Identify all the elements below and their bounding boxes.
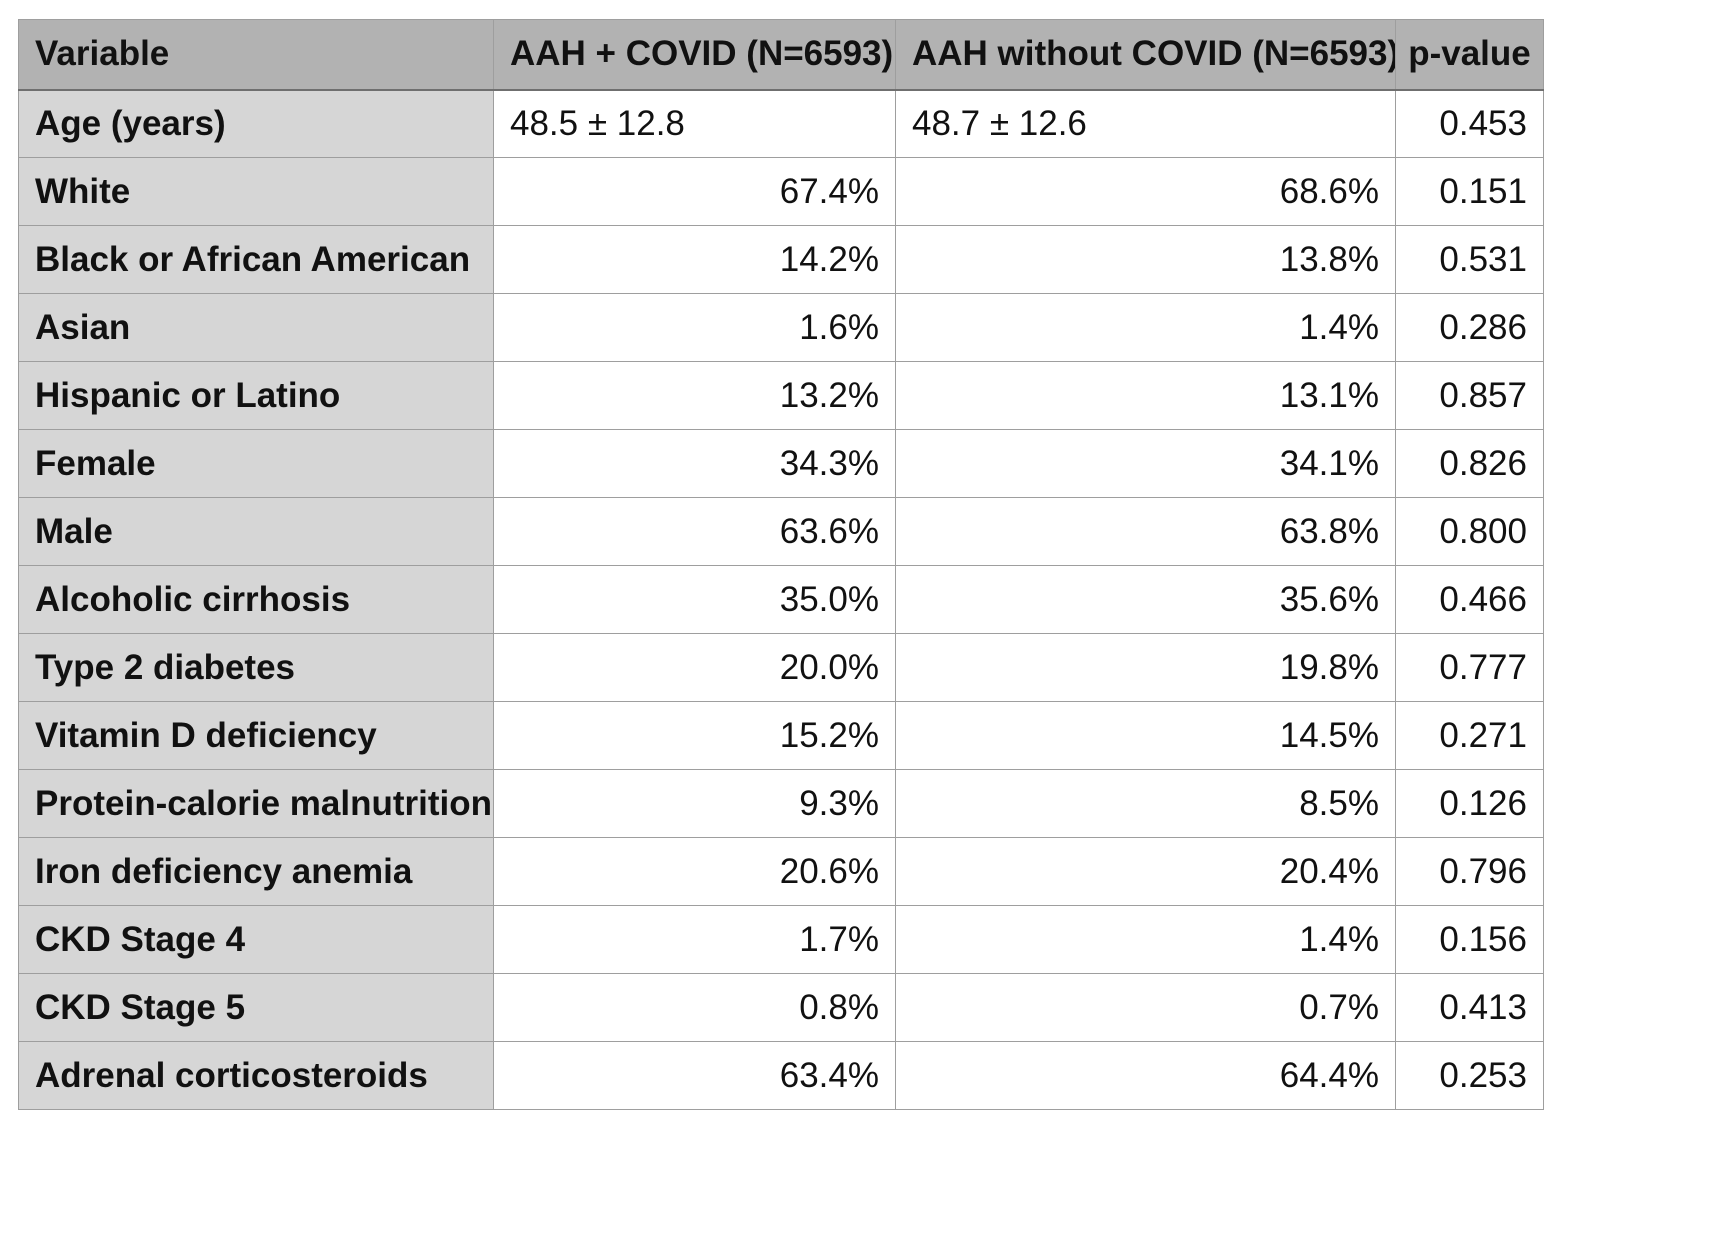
row-no-covid-value: 13.1%	[895, 361, 1396, 430]
row-no-covid-value: 68.6%	[895, 157, 1396, 226]
row-variable: Adrenal corticosteroids	[18, 1041, 494, 1110]
table-row: Type 2 diabetes 20.0% 19.8% 0.777	[18, 633, 1544, 702]
header-aah-without-covid: AAH without COVID (N=6593)	[895, 19, 1396, 91]
header-variable: Variable	[18, 19, 494, 91]
row-no-covid-value: 20.4%	[895, 837, 1396, 906]
row-covid-value: 20.0%	[493, 633, 896, 702]
row-no-covid-value: 8.5%	[895, 769, 1396, 838]
row-no-covid-value: 34.1%	[895, 429, 1396, 498]
row-covid-value: 67.4%	[493, 157, 896, 226]
row-variable: Male	[18, 497, 494, 566]
row-variable: Female	[18, 429, 494, 498]
table-row: Iron deficiency anemia 20.6% 20.4% 0.796	[18, 837, 1544, 906]
row-no-covid-value: 1.4%	[895, 905, 1396, 974]
row-p-value: 0.796	[1395, 837, 1544, 906]
row-p-value: 0.826	[1395, 429, 1544, 498]
row-covid-value: 15.2%	[493, 701, 896, 770]
header-aah-covid: AAH + COVID (N=6593)	[493, 19, 896, 91]
row-p-value: 0.857	[1395, 361, 1544, 430]
header-p-value: p-value	[1395, 19, 1544, 91]
row-p-value: 0.126	[1395, 769, 1544, 838]
row-variable: Age (years)	[18, 89, 494, 158]
table-header: Variable AAH + COVID (N=6593) AAH withou…	[18, 19, 1544, 91]
table-body: Age (years) 48.5 ± 12.8 48.7 ± 12.6 0.45…	[18, 89, 1544, 1110]
row-covid-value: 13.2%	[493, 361, 896, 430]
row-p-value: 0.453	[1395, 89, 1544, 158]
row-no-covid-value: 13.8%	[895, 225, 1396, 294]
row-variable: CKD Stage 5	[18, 973, 494, 1042]
row-variable: Hispanic or Latino	[18, 361, 494, 430]
table-row: CKD Stage 5 0.8% 0.7% 0.413	[18, 973, 1544, 1042]
row-variable: Alcoholic cirrhosis	[18, 565, 494, 634]
row-variable: Protein-calorie malnutrition	[18, 769, 494, 838]
row-covid-value: 63.4%	[493, 1041, 896, 1110]
row-variable: CKD Stage 4	[18, 905, 494, 974]
row-p-value: 0.800	[1395, 497, 1544, 566]
row-covid-value: 14.2%	[493, 225, 896, 294]
row-p-value: 0.531	[1395, 225, 1544, 294]
table-row: Asian 1.6% 1.4% 0.286	[18, 293, 1544, 362]
table-row: Male 63.6% 63.8% 0.800	[18, 497, 1544, 566]
table-row: Alcoholic cirrhosis 35.0% 35.6% 0.466	[18, 565, 1544, 634]
row-p-value: 0.253	[1395, 1041, 1544, 1110]
row-covid-value: 34.3%	[493, 429, 896, 498]
row-p-value: 0.777	[1395, 633, 1544, 702]
table-row: Vitamin D deficiency 15.2% 14.5% 0.271	[18, 701, 1544, 770]
row-variable: Asian	[18, 293, 494, 362]
table-row: Black or African American 14.2% 13.8% 0.…	[18, 225, 1544, 294]
row-no-covid-value: 0.7%	[895, 973, 1396, 1042]
row-p-value: 0.413	[1395, 973, 1544, 1042]
row-no-covid-value: 1.4%	[895, 293, 1396, 362]
table-row: White 67.4% 68.6% 0.151	[18, 157, 1544, 226]
row-covid-value: 1.7%	[493, 905, 896, 974]
row-covid-value: 35.0%	[493, 565, 896, 634]
table-row: Hispanic or Latino 13.2% 13.1% 0.857	[18, 361, 1544, 430]
row-variable: White	[18, 157, 494, 226]
row-covid-value: 9.3%	[493, 769, 896, 838]
baseline-characteristics-table: Variable AAH + COVID (N=6593) AAH withou…	[18, 19, 1544, 1110]
row-variable: Type 2 diabetes	[18, 633, 494, 702]
row-no-covid-value: 64.4%	[895, 1041, 1396, 1110]
row-no-covid-value: 48.7 ± 12.6	[895, 89, 1396, 158]
row-p-value: 0.151	[1395, 157, 1544, 226]
row-covid-value: 48.5 ± 12.8	[493, 89, 896, 158]
table-row: Female 34.3% 34.1% 0.826	[18, 429, 1544, 498]
row-covid-value: 0.8%	[493, 973, 896, 1042]
row-p-value: 0.466	[1395, 565, 1544, 634]
table-row: Protein-calorie malnutrition 9.3% 8.5% 0…	[18, 769, 1544, 838]
row-p-value: 0.271	[1395, 701, 1544, 770]
header-row: Variable AAH + COVID (N=6593) AAH withou…	[18, 19, 1544, 91]
row-no-covid-value: 19.8%	[895, 633, 1396, 702]
table-row: CKD Stage 4 1.7% 1.4% 0.156	[18, 905, 1544, 974]
row-variable: Iron deficiency anemia	[18, 837, 494, 906]
row-covid-value: 63.6%	[493, 497, 896, 566]
row-covid-value: 1.6%	[493, 293, 896, 362]
row-no-covid-value: 63.8%	[895, 497, 1396, 566]
row-no-covid-value: 35.6%	[895, 565, 1396, 634]
row-p-value: 0.156	[1395, 905, 1544, 974]
row-p-value: 0.286	[1395, 293, 1544, 362]
row-covid-value: 20.6%	[493, 837, 896, 906]
row-no-covid-value: 14.5%	[895, 701, 1396, 770]
row-variable: Vitamin D deficiency	[18, 701, 494, 770]
row-variable: Black or African American	[18, 225, 494, 294]
table-row: Age (years) 48.5 ± 12.8 48.7 ± 12.6 0.45…	[18, 89, 1544, 158]
table-row: Adrenal corticosteroids 63.4% 64.4% 0.25…	[18, 1041, 1544, 1110]
